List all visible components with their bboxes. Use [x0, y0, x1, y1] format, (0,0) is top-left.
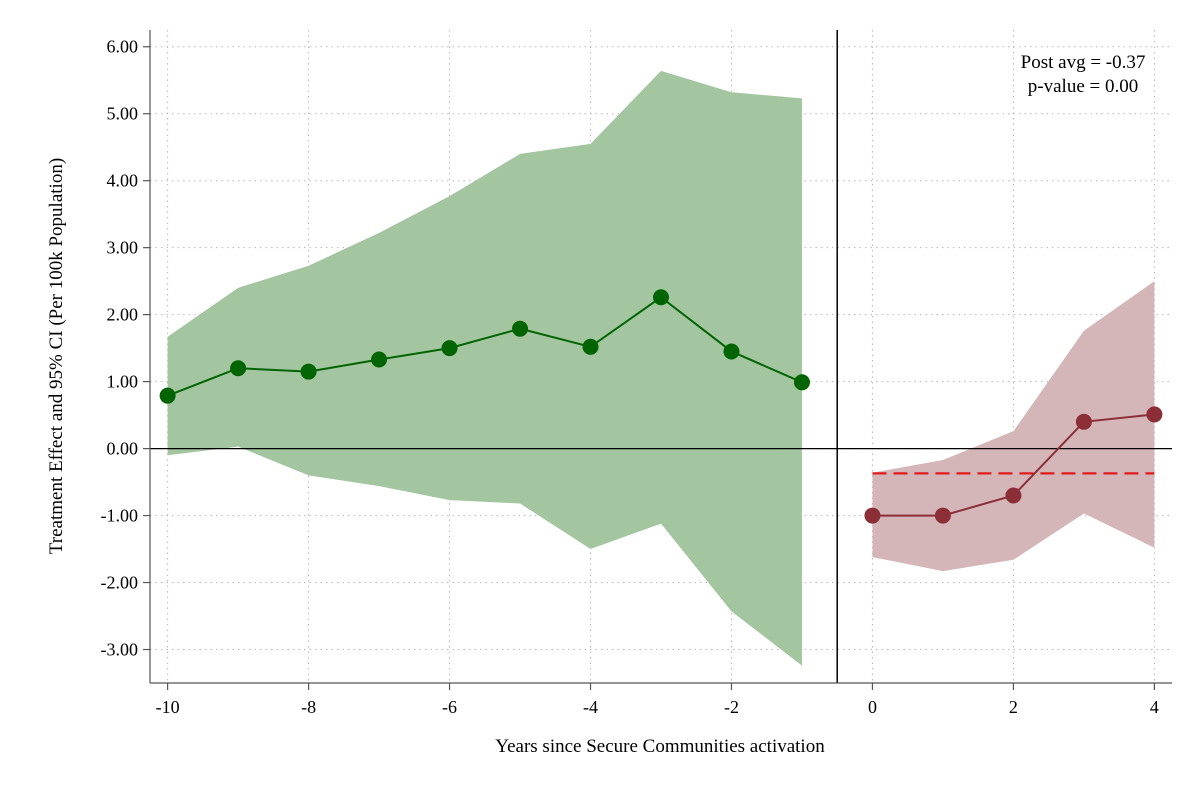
y-tick-label: -1.00: [101, 506, 139, 526]
data-point: [582, 338, 599, 355]
x-tick-label: -6: [442, 697, 457, 717]
data-point: [159, 387, 176, 404]
data-point: [864, 507, 881, 524]
x-axis-title: Years since Secure Communities activatio…: [495, 736, 825, 757]
y-tick-label: 6.00: [107, 37, 139, 57]
tick-labels: 6.00 5.00 4.00 3.00 2.00 1.00 0.00 -1.00 -2.00 -3…: [101, 37, 1159, 717]
y-tick-label: -2.00: [101, 573, 139, 593]
y-tick-label: 0.00: [107, 439, 139, 459]
data-point: [1075, 413, 1092, 430]
reference-lines: [150, 30, 1172, 683]
p-value-annotation: p-value = 0.00: [1028, 76, 1138, 97]
data-point: [371, 351, 388, 368]
ci-band-0: [167, 70, 802, 666]
x-tick-label: -10: [156, 697, 180, 717]
ci-band-1: [872, 281, 1155, 572]
y-tick-label: 1.00: [107, 372, 139, 392]
series-lines: [159, 289, 1163, 524]
confidence-bands: [167, 70, 1155, 666]
axes: [143, 30, 1172, 690]
y-tick-label: 2.00: [107, 305, 139, 325]
data-point: [300, 363, 317, 380]
series-line-0: [167, 295, 803, 397]
y-tick-label: -3.00: [101, 640, 139, 660]
x-tick-label: 2: [1009, 697, 1018, 717]
data-point: [1005, 487, 1022, 504]
data-point: [512, 320, 529, 337]
y-tick-label: 5.00: [107, 104, 139, 124]
data-point: [793, 374, 810, 391]
x-tick-label: -8: [301, 697, 316, 717]
x-tick-label: -4: [583, 697, 598, 717]
x-tick-label: 0: [868, 697, 877, 717]
x-tick-label: 4: [1150, 697, 1159, 717]
data-point: [230, 360, 247, 377]
y-tick-label: 4.00: [107, 171, 139, 191]
data-point: [653, 289, 669, 306]
y-axis-title: Treatment Effect and 95% CI (Per 100k Po…: [46, 158, 67, 554]
post-average-annotation: Post avg = -0.37: [1021, 52, 1146, 73]
data-point: [723, 343, 740, 360]
data-point: [1146, 406, 1163, 423]
y-tick-label: 3.00: [107, 238, 139, 258]
data-point: [441, 340, 458, 357]
x-tick-label: -2: [724, 697, 739, 717]
data-point: [934, 507, 951, 524]
